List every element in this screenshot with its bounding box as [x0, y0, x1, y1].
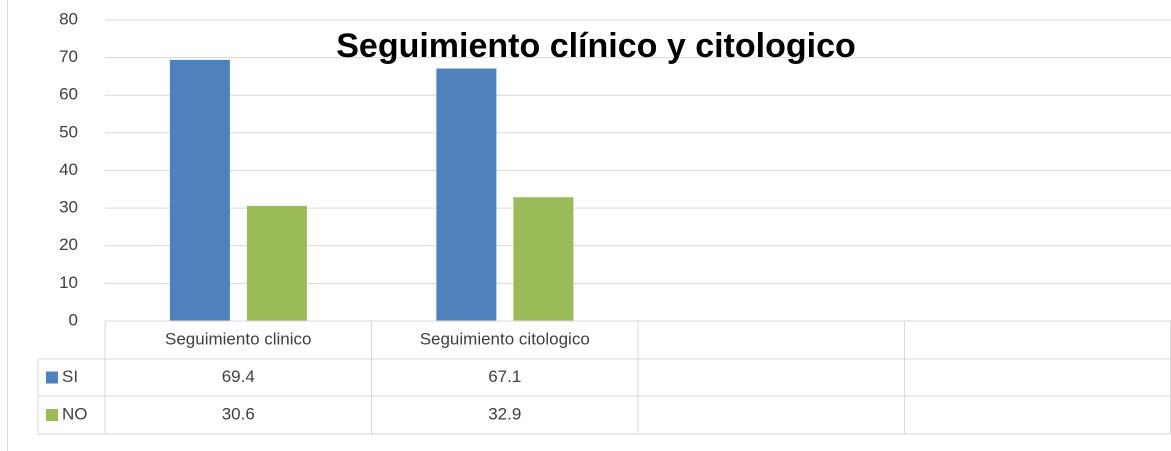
bar	[513, 197, 574, 321]
table-value: 30.6	[222, 404, 255, 423]
x-tick-label: Seguimiento citologico	[420, 329, 590, 348]
y-tick-label: 40	[59, 160, 78, 179]
y-tick-label: 10	[59, 273, 78, 292]
y-tick-label: 30	[59, 198, 78, 217]
y-tick-label: 20	[59, 235, 78, 254]
x-tick-label: Seguimiento clinico	[165, 329, 311, 348]
legend-swatch	[46, 371, 58, 384]
bar	[246, 205, 307, 321]
y-tick-label: 60	[59, 85, 78, 104]
chart-title: Seguimiento clínico y citologico	[336, 27, 856, 65]
table-value: 67.1	[488, 367, 521, 386]
table-value: 69.4	[222, 367, 255, 386]
legend-label: SI	[62, 367, 78, 386]
legend-label: NO	[62, 404, 88, 423]
y-tick-label: 70	[59, 47, 78, 66]
legend-swatch	[46, 409, 58, 421]
bar	[436, 68, 497, 321]
y-tick-label: 0	[69, 310, 78, 329]
table-value: 32.9	[488, 404, 521, 423]
bar	[169, 59, 230, 321]
y-tick-label: 80	[59, 9, 78, 28]
y-tick-label: 50	[59, 122, 78, 141]
